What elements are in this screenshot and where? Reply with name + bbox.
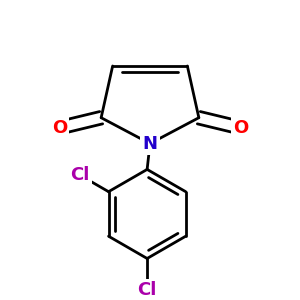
- Text: O: O: [52, 119, 67, 137]
- Text: O: O: [233, 119, 248, 137]
- Text: Cl: Cl: [137, 281, 157, 299]
- Text: N: N: [142, 135, 158, 153]
- Text: Cl: Cl: [70, 166, 90, 184]
